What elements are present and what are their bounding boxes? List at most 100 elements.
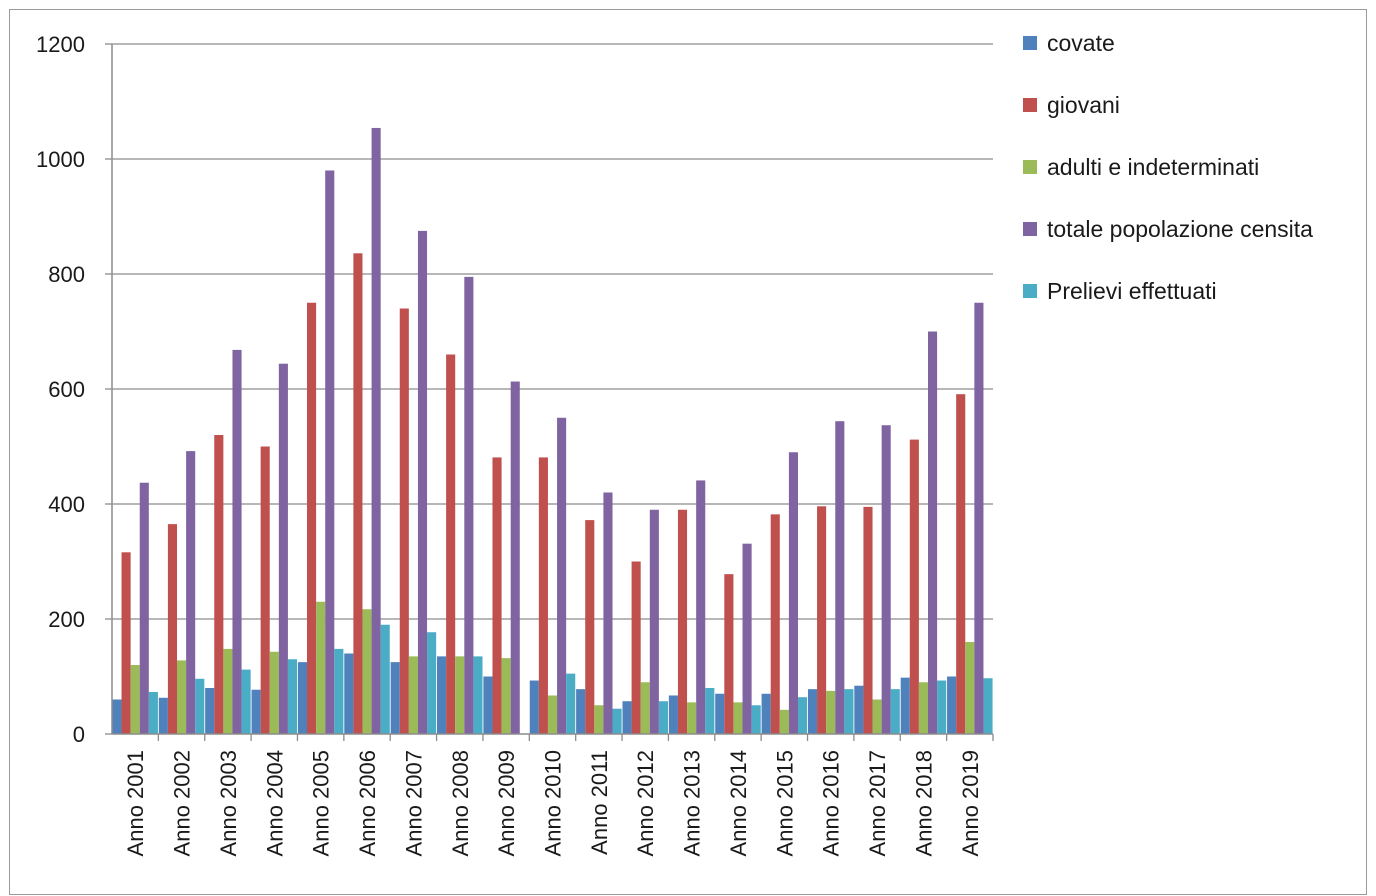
bar-totale-popolazione-censita [464, 276, 474, 734]
bar-prelievi-effettuati [287, 659, 298, 734]
legend-item-covate: covate [1023, 28, 1115, 58]
bar-totale-popolazione-censita [974, 302, 984, 734]
bar-covate [344, 653, 354, 734]
x-tick-label: Anno 2010 [541, 750, 566, 856]
bar-giovani [260, 446, 270, 734]
x-tick-label: Anno 2019 [958, 750, 983, 856]
bar-adulti-e-indeterminati [872, 699, 882, 734]
x-tick-label: Anno 2014 [726, 750, 751, 856]
y-tick-labels: 0 200 400 600 800 1000 1200 [36, 32, 85, 747]
x-tick-label: Anno 2012 [633, 750, 658, 856]
bar-giovani [446, 354, 456, 734]
legend-swatch-adulti [1023, 160, 1037, 174]
legend-label-adulti: adulti e indeterminati [1047, 153, 1260, 180]
bar-prelievi-effettuati [473, 656, 483, 734]
legend-label-prelievi: Prelievi effettuati [1047, 277, 1217, 304]
axes [111, 44, 993, 735]
bar-covate [529, 680, 539, 734]
bar-prelievi-effettuati [797, 697, 808, 734]
x-tick-label: Anno 2007 [401, 750, 426, 856]
legend-swatch-totale [1023, 222, 1037, 236]
bar-covate [576, 689, 586, 734]
bar-totale-popolazione-censita [788, 452, 798, 734]
bar-totale-popolazione-censita [603, 492, 613, 734]
bar-totale-popolazione-censita [742, 543, 752, 734]
x-tick-label: Anno 2001 [123, 750, 148, 856]
bar-giovani [399, 308, 409, 734]
legend-item-adulti: adulti e indeterminati [1023, 152, 1259, 182]
bar-totale-popolazione-censita [557, 417, 567, 734]
bar-giovani [167, 524, 178, 734]
y-tick-label: 600 [48, 377, 85, 402]
bar-adulti-e-indeterminati [269, 651, 279, 734]
bar-prelievi-effettuati [427, 632, 437, 734]
bar-totale-popolazione-censita [649, 509, 659, 734]
bar-adulti-e-indeterminati [130, 665, 140, 734]
x-tick-label: Anno 2018 [911, 750, 936, 856]
bar-prelievi-effettuati [380, 624, 390, 734]
bar-covate [437, 656, 447, 734]
bar-totale-popolazione-censita [232, 349, 242, 734]
bar-prelievi-effettuati [241, 669, 251, 734]
bar-giovani [863, 506, 873, 734]
legend-swatch-prelievi [1023, 284, 1037, 298]
bar-adulti-e-indeterminati [965, 642, 975, 734]
x-tick-label: Anno 2008 [448, 750, 473, 856]
bar-prelievi-effettuati [705, 688, 715, 734]
bar-covate [854, 685, 864, 734]
x-tick-label: Anno 2015 [772, 750, 797, 856]
legend-item-totale: totale popolazione censita [1023, 214, 1313, 244]
x-tick-label: Anno 2004 [262, 750, 287, 856]
bar-covate [297, 662, 308, 734]
bar-totale-popolazione-censita [927, 331, 938, 734]
x-tick-label: Anno 2017 [865, 750, 890, 856]
bar-prelievi-effettuati [334, 648, 344, 734]
y-tick-label: 0 [73, 722, 85, 747]
bar-giovani [492, 457, 502, 734]
bar-giovani [817, 506, 827, 734]
x-tick-label: Anno 2013 [680, 750, 705, 856]
bar-giovani [770, 514, 780, 734]
x-tick-labels: Anno 2001 Anno 2002 Anno 2003 Anno 2004 Anno… [123, 750, 983, 856]
bar-totale-popolazione-censita [278, 363, 288, 734]
legend-label-totale: totale popolazione censita [1047, 215, 1313, 242]
bar-totale-popolazione-censita [139, 482, 149, 734]
y-tick-label: 800 [48, 262, 85, 287]
legend-swatch-giovani [1023, 98, 1037, 112]
bar-prelievi-effettuati [844, 689, 854, 734]
bar-adulti-e-indeterminati [177, 660, 187, 734]
legend-label-covate: covate [1047, 29, 1115, 56]
bar-covate [622, 701, 632, 734]
bar-covate [251, 689, 261, 734]
bar-covate [761, 693, 771, 734]
bar-totale-popolazione-censita [881, 425, 891, 734]
bar-adulti-e-indeterminati [223, 648, 233, 734]
bar-giovani [909, 439, 919, 734]
bar-totale-popolazione-censita [696, 480, 706, 734]
bar-totale-popolazione-censita [325, 170, 335, 734]
x-tick-label: Anno 2009 [494, 750, 519, 856]
y-tick-label: 400 [48, 492, 85, 517]
bar-prelievi-effettuati [612, 708, 622, 734]
x-tick-label: Anno 2005 [309, 750, 334, 856]
bar-adulti-e-indeterminati [547, 695, 558, 734]
bar-covate [483, 676, 493, 734]
bar-adulti-e-indeterminati [687, 702, 697, 734]
x-tick-label: Anno 2006 [355, 750, 380, 856]
bars [112, 127, 993, 735]
bar-prelievi-effettuati [658, 701, 668, 734]
x-tick-label: Anno 2003 [216, 750, 241, 856]
bar-covate [715, 693, 725, 734]
bar-covate [807, 689, 818, 734]
bar-giovani [307, 302, 317, 734]
bar-giovani [631, 561, 641, 734]
bar-prelievi-effettuati [890, 689, 900, 734]
x-tick-label: Anno 2016 [819, 750, 844, 856]
x-tick-label: Anno 2011 [587, 750, 612, 855]
bar-giovani [956, 394, 966, 734]
bar-adulti-e-indeterminati [362, 609, 372, 734]
legend-item-prelievi: Prelievi effettuati [1023, 276, 1217, 306]
bar-adulti-e-indeterminati [826, 690, 836, 734]
bar-totale-popolazione-censita [371, 127, 381, 734]
